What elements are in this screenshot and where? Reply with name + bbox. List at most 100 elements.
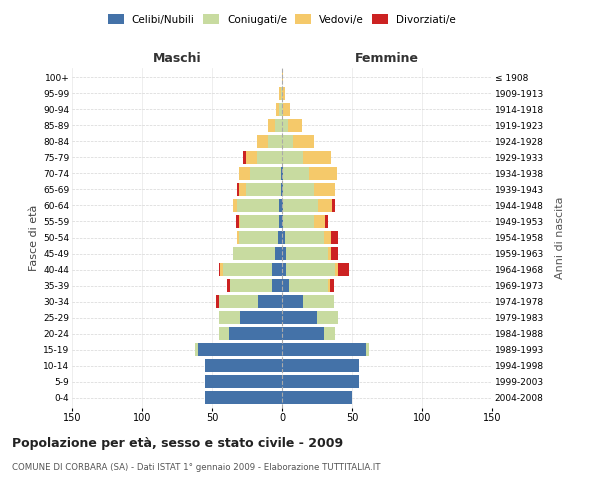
Bar (282, 167, 283, 180)
Bar (324, 327, 335, 340)
Bar (324, 231, 331, 244)
Bar (282, 134, 293, 148)
Bar (329, 279, 334, 292)
Bar (282, 311, 317, 324)
Bar (287, 118, 302, 132)
Bar (314, 183, 335, 196)
Bar (282, 247, 286, 260)
Bar (303, 295, 334, 308)
Bar (283, 167, 308, 180)
Bar (308, 167, 337, 180)
Bar (282, 70, 283, 84)
Bar (328, 247, 331, 260)
Bar (216, 295, 219, 308)
Bar (314, 215, 325, 228)
Text: Popolazione per età, sesso e stato civile - 2009: Popolazione per età, sesso e stato civil… (12, 438, 343, 450)
Bar (219, 263, 220, 276)
Bar (282, 150, 303, 164)
Bar (282, 199, 283, 212)
Bar (198, 343, 282, 356)
Bar (275, 247, 282, 260)
Bar (237, 183, 239, 196)
Bar (289, 279, 328, 292)
Bar (275, 118, 282, 132)
Text: Maschi: Maschi (152, 52, 202, 65)
Bar (205, 376, 282, 388)
Bar (281, 183, 282, 196)
Bar (239, 167, 250, 180)
Bar (230, 279, 272, 292)
Bar (286, 263, 335, 276)
Text: Femmine: Femmine (355, 52, 419, 65)
Bar (278, 231, 282, 244)
Bar (283, 199, 319, 212)
Bar (245, 183, 281, 196)
Bar (282, 231, 285, 244)
Bar (317, 311, 338, 324)
Bar (282, 392, 352, 404)
Bar (236, 215, 239, 228)
Y-axis label: Fasce di età: Fasce di età (29, 204, 39, 270)
Bar (223, 263, 272, 276)
Bar (279, 86, 281, 100)
Bar (293, 134, 314, 148)
Bar (335, 263, 338, 276)
Bar (268, 134, 282, 148)
Bar (257, 150, 282, 164)
Bar (240, 215, 279, 228)
Bar (283, 102, 290, 116)
Bar (258, 295, 282, 308)
Bar (279, 199, 282, 212)
Bar (285, 231, 324, 244)
Bar (229, 327, 282, 340)
Bar (338, 263, 349, 276)
Bar (250, 167, 281, 180)
Bar (282, 327, 324, 340)
Bar (257, 134, 268, 148)
Bar (303, 150, 331, 164)
Bar (219, 327, 229, 340)
Bar (283, 183, 314, 196)
Bar (233, 247, 275, 260)
Bar (328, 279, 329, 292)
Bar (331, 231, 338, 244)
Bar (245, 150, 257, 164)
Bar (282, 295, 303, 308)
Bar (219, 295, 258, 308)
Bar (268, 118, 275, 132)
Bar (332, 199, 335, 212)
Bar (239, 231, 278, 244)
Bar (205, 359, 282, 372)
Bar (277, 102, 279, 116)
Bar (282, 102, 283, 116)
Bar (279, 102, 282, 116)
Bar (282, 183, 283, 196)
Bar (237, 199, 279, 212)
Y-axis label: Anni di nascita: Anni di nascita (555, 196, 565, 279)
Bar (272, 279, 282, 292)
Bar (237, 231, 239, 244)
Bar (227, 279, 230, 292)
Text: COMUNE DI CORBARA (SA) - Dati ISTAT 1° gennaio 2009 - Elaborazione TUTTITALIA.IT: COMUNE DI CORBARA (SA) - Dati ISTAT 1° g… (12, 462, 380, 471)
Legend: Celibi/Nubili, Coniugati/e, Vedovi/e, Divorziati/e: Celibi/Nubili, Coniugati/e, Vedovi/e, Di… (104, 10, 460, 29)
Bar (243, 150, 245, 164)
Bar (283, 215, 314, 228)
Bar (286, 247, 328, 260)
Bar (281, 86, 282, 100)
Bar (281, 167, 282, 180)
Bar (272, 263, 282, 276)
Bar (205, 392, 282, 404)
Bar (240, 311, 282, 324)
Bar (282, 86, 285, 100)
Bar (331, 247, 338, 260)
Bar (282, 359, 359, 372)
Bar (219, 311, 240, 324)
Bar (220, 263, 223, 276)
Bar (282, 279, 289, 292)
Bar (282, 343, 366, 356)
Bar (319, 199, 332, 212)
Bar (279, 215, 282, 228)
Bar (282, 263, 286, 276)
Bar (325, 215, 328, 228)
Bar (366, 343, 369, 356)
